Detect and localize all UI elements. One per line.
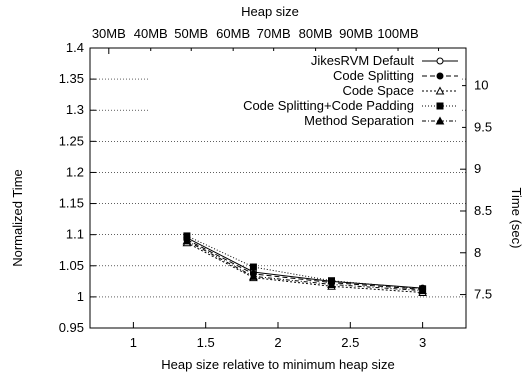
series-line <box>186 235 423 290</box>
data-point <box>249 271 258 280</box>
x2-tick-label: 90MB <box>339 26 373 41</box>
x2-tick-label: 80MB <box>299 26 333 41</box>
y-tick-label: 1.05 <box>59 258 84 273</box>
y2-tick-label: 8 <box>474 245 481 260</box>
x2-tick-label: 100MB <box>377 26 418 41</box>
legend-marker <box>436 57 444 65</box>
x2-tick-label: 40MB <box>134 26 168 41</box>
legend-label: Method Separation <box>304 113 414 128</box>
legend-label: Code Splitting+Code Padding <box>243 98 414 113</box>
x2-tick-label: 60MB <box>216 26 250 41</box>
y2-tick-label: 7.5 <box>474 287 492 302</box>
x-tick-label: 1.5 <box>197 335 215 350</box>
legend-marker <box>436 102 444 110</box>
y2-tick-label: 9.5 <box>474 119 492 134</box>
x2-tick-label: 70MB <box>257 26 291 41</box>
y-tick-label: 1.15 <box>59 196 84 211</box>
series-0 <box>183 234 427 292</box>
series-4 <box>182 236 427 295</box>
x2-tick-label: 30MB <box>92 26 126 41</box>
x-axis-title: Heap size relative to minimum heap size <box>161 357 394 372</box>
y-tick-label: 1.2 <box>66 164 84 179</box>
data-point <box>182 236 192 245</box>
data-point <box>249 263 257 271</box>
y-tick-label: 1 <box>77 289 84 304</box>
series-line <box>186 239 423 290</box>
y-tick-label: 0.95 <box>59 320 84 335</box>
y-tick-label: 1.35 <box>59 71 84 86</box>
series-line <box>186 237 423 289</box>
series-1 <box>183 236 427 293</box>
y-tick-label: 1.3 <box>66 102 84 117</box>
legend-background <box>150 51 462 129</box>
legend-marker <box>436 72 444 80</box>
x-tick-label: 3 <box>419 335 426 350</box>
series-line <box>186 242 423 294</box>
y2-tick-label: 9 <box>474 161 481 176</box>
data-point <box>327 279 336 288</box>
y-tick-label: 1.25 <box>59 133 84 148</box>
data-point <box>418 286 427 295</box>
y-tick-label: 1.1 <box>66 227 84 242</box>
legend-marker <box>435 116 445 125</box>
x-tick-label: 2.5 <box>341 335 359 350</box>
plot-frame <box>89 47 467 329</box>
series-layer <box>182 232 427 297</box>
series-3 <box>183 232 427 293</box>
x-tick-label: 2 <box>274 335 281 350</box>
y2-tick-label: 8.5 <box>474 203 492 218</box>
series-line <box>186 240 423 292</box>
legend-label: Code Splitting <box>333 68 414 83</box>
legend-label: JikesRVM Default <box>311 53 414 68</box>
top-axis-title: Heap size <box>241 4 299 19</box>
y-axis-title: Normalized Time <box>10 169 25 267</box>
legend-marker <box>435 86 445 95</box>
legend-label: Code Space <box>342 83 414 98</box>
right-axis-title: Time (sec) <box>509 188 524 249</box>
x2-tick-label: 50MB <box>174 26 208 41</box>
y2-tick-label: 10 <box>474 78 488 93</box>
y-tick-label: 1.4 <box>66 40 84 55</box>
x-tick-label: 1 <box>130 335 137 350</box>
